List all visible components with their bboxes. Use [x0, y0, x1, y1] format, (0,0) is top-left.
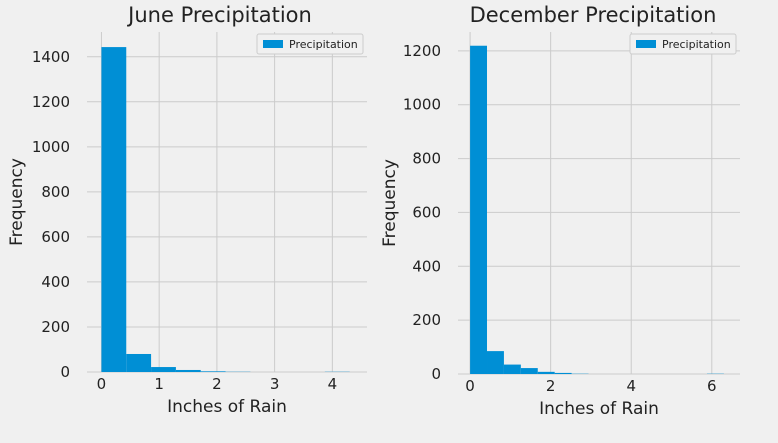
legend-label: Precipitation [289, 38, 358, 51]
chart-1: 0 2 4 6 0 200 400 600 800 1000 1200 December Precip… [380, 3, 740, 419]
y-axis-label: Frequency [7, 158, 27, 246]
y-tick-label: 800 [41, 183, 70, 201]
y-tick-label: 600 [41, 228, 70, 246]
histogram-bar [200, 371, 226, 372]
y-tick-label: 200 [41, 318, 70, 336]
histogram-bar [470, 45, 488, 375]
histogram-bar [126, 353, 152, 372]
y-tick-label: 0 [431, 365, 441, 383]
chart-0: 0 1 2 3 4 0 200 400 600 800 1000 1200 1400 June Preci… [7, 3, 367, 417]
chart-title: December Precipitation [470, 3, 717, 27]
y-tick-label: 600 [412, 203, 441, 221]
histogram-bar [520, 368, 538, 374]
histogram-bar [537, 371, 555, 374]
x-axis-label: Inches of Rain [167, 397, 287, 417]
x-tick-label: 4 [626, 377, 636, 395]
y-tick-label: 800 [412, 150, 441, 168]
x-tick-label: 1 [154, 375, 164, 393]
y-tick-label: 200 [412, 311, 441, 329]
x-tick-label: 0 [97, 375, 107, 393]
y-tick-label: 400 [412, 257, 441, 275]
x-axis-label: Inches of Rain [539, 399, 659, 419]
histogram-bar [151, 367, 176, 372]
y-tick-label: 1200 [403, 42, 441, 60]
y-tick-label: 400 [41, 273, 70, 291]
legend-box [629, 33, 737, 55]
legend-swatch [263, 40, 283, 48]
legend-label: Precipitation [662, 38, 731, 51]
x-tick-label: 2 [546, 377, 556, 395]
legend: Precipitation [629, 33, 737, 55]
histogram-bar [503, 364, 521, 374]
y-tick-label: 1200 [32, 93, 70, 111]
x-tick-label: 4 [328, 375, 338, 393]
x-tick-label: 2 [212, 375, 222, 393]
histogram-bar [487, 351, 504, 374]
legend: Precipitation [256, 33, 364, 55]
histogram-bar [175, 369, 201, 372]
y-tick-label: 1400 [32, 48, 70, 66]
histogram-bar [554, 372, 572, 374]
legend-swatch [636, 40, 656, 48]
x-tick-label: 3 [270, 375, 280, 393]
x-tick-label: 6 [707, 377, 717, 395]
y-axis-label: Frequency [380, 159, 400, 247]
histogram-bar [101, 47, 127, 373]
legend-box [256, 33, 364, 55]
chart-title: June Precipitation [126, 3, 312, 27]
x-tick-label: 0 [465, 377, 475, 395]
y-tick-label: 1000 [403, 96, 441, 114]
y-tick-label: 0 [60, 363, 70, 381]
y-tick-label: 1000 [32, 138, 70, 156]
